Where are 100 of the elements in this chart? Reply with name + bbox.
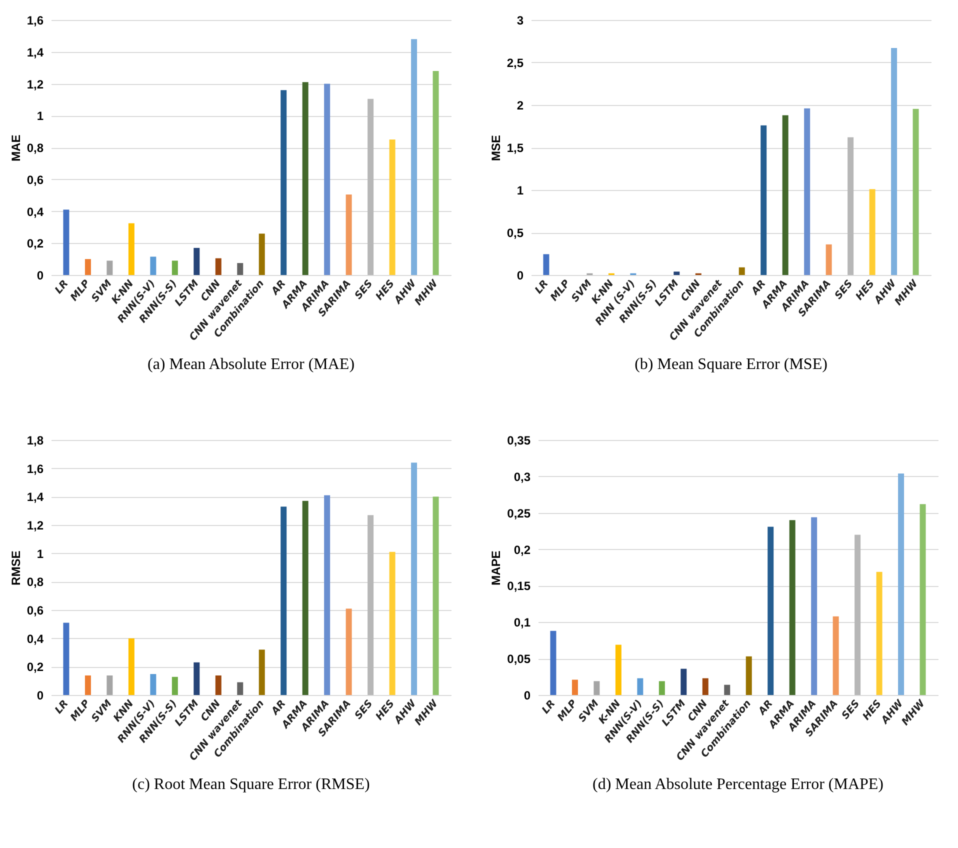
y-tick-label: 0,8 — [26, 575, 44, 590]
bar — [594, 681, 600, 695]
y-tick-label: 1,6 — [26, 14, 44, 28]
bar — [389, 140, 396, 275]
y-tick-label: 3 — [516, 14, 524, 28]
y-tick-label: 2 — [516, 98, 524, 112]
bar — [237, 263, 244, 275]
bar — [702, 678, 708, 695]
bar — [674, 272, 680, 275]
y-tick-label: 1 — [36, 109, 44, 124]
y-tick-label: 0,15 — [507, 579, 531, 594]
y-tick-label: 0,6 — [26, 604, 44, 618]
y-tick-label: 0,05 — [507, 652, 531, 666]
bar — [302, 82, 308, 275]
text: (a) Mean Absolute Error (MAE) — [147, 356, 355, 374]
y-tick-label: 0,8 — [26, 141, 44, 155]
bar — [106, 675, 113, 695]
y-tick-label: 0,2 — [26, 236, 44, 251]
x-tick-label: LR — [53, 698, 71, 716]
bar — [826, 244, 832, 275]
y-axis-title: MSE — [488, 134, 503, 162]
bar — [550, 630, 556, 695]
y-tick-label: 0 — [36, 268, 44, 282]
bar — [572, 680, 578, 695]
text: (d) Mean Absolute Percentage Error (MAPE) — [592, 776, 884, 794]
bar — [106, 260, 113, 275]
bar — [324, 495, 330, 695]
bar — [172, 676, 178, 695]
bar — [746, 656, 752, 695]
y-tick-label: 0,25 — [507, 506, 531, 520]
bar — [368, 515, 374, 695]
y-tick-label: 0,6 — [26, 172, 44, 187]
y-tick-label: 0 — [36, 688, 44, 702]
y-axis-title: MAPE — [489, 550, 504, 586]
y-tick-label: 1,4 — [26, 45, 44, 60]
y-tick-label: 1,4 — [26, 490, 44, 504]
bar — [637, 678, 644, 695]
y-tick-label: 1,5 — [506, 141, 524, 155]
bar — [150, 256, 156, 275]
bar — [680, 668, 687, 695]
y-tick-label: 1 — [516, 184, 524, 198]
y-tick-label: 0 — [524, 688, 531, 702]
bar — [63, 210, 70, 275]
bar — [258, 234, 265, 275]
y-axis-title: MAE — [8, 134, 23, 162]
bar — [432, 71, 439, 275]
text: (b) Mean Square Error (MSE) — [634, 356, 828, 374]
x-tick-label: LR — [540, 698, 558, 716]
bar — [280, 90, 287, 275]
bar — [768, 526, 774, 695]
bar — [898, 474, 904, 695]
bar — [302, 500, 308, 695]
bar — [832, 616, 839, 695]
y-tick-label: 0,2 — [514, 542, 531, 557]
y-tick-label: 2,5 — [506, 56, 524, 70]
text: (c) Root Mean Square Error (RMSE) — [132, 776, 370, 794]
bar — [258, 650, 265, 695]
y-tick-label: 1,6 — [26, 462, 44, 476]
bar — [876, 572, 882, 695]
y-tick-label: 0,35 — [507, 434, 531, 448]
bar — [128, 223, 134, 275]
bar — [724, 684, 730, 695]
bar — [346, 608, 352, 695]
bar — [280, 506, 287, 695]
bar — [615, 644, 622, 695]
y-tick-label: 0,5 — [506, 226, 524, 240]
bar — [84, 675, 91, 695]
bar — [869, 189, 876, 275]
y-axis-title: RMSE — [8, 550, 23, 586]
y-tick-label: 0,1 — [514, 616, 531, 630]
bar — [346, 194, 352, 275]
bar — [789, 520, 796, 695]
bar — [411, 462, 418, 695]
bar — [324, 84, 330, 275]
y-tick-label: 1,2 — [26, 77, 44, 92]
bar — [215, 675, 222, 695]
bar — [172, 260, 178, 275]
x-tick-label: AR — [269, 278, 288, 298]
bar — [920, 504, 926, 695]
y-tick-label: 0,4 — [26, 204, 44, 219]
bar — [128, 638, 134, 695]
bar — [543, 254, 550, 275]
y-tick-label: 0,4 — [26, 632, 44, 646]
bar — [432, 496, 439, 695]
bar — [891, 48, 898, 275]
bar — [658, 681, 665, 695]
y-tick-label: 0,3 — [514, 470, 531, 484]
bar — [760, 125, 767, 275]
y-tick-label: 0 — [516, 268, 524, 282]
bar — [84, 259, 91, 275]
bar — [215, 258, 222, 275]
x-tick-label: LR — [53, 278, 71, 296]
x-tick-label: AR — [749, 278, 768, 298]
bar — [194, 662, 200, 695]
bar — [150, 674, 156, 695]
bar — [738, 267, 745, 275]
bar — [411, 39, 418, 275]
bar — [389, 552, 396, 695]
bar — [811, 517, 818, 695]
x-tick-label: AR — [269, 698, 288, 718]
